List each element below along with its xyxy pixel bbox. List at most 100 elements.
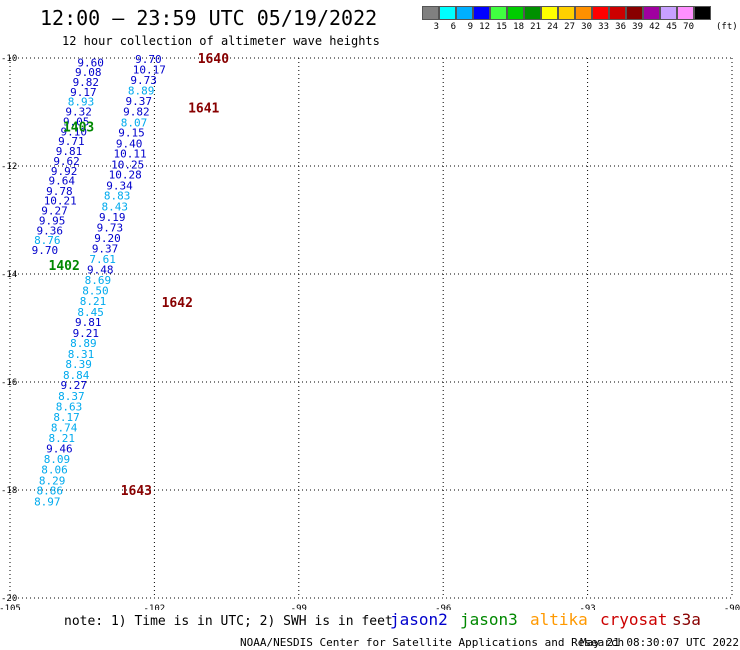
wave-height-value: 9.17 <box>70 86 97 99</box>
wave-height-value: 9.71 <box>58 135 84 148</box>
legend-swatch <box>609 6 626 20</box>
wave-height-value: 9.21 <box>73 327 100 340</box>
wave-height-value: 8.74 <box>51 421 78 434</box>
lat-tick-label: -20 <box>1 594 17 604</box>
wave-height-value: 8.17 <box>53 411 80 424</box>
wave-height-value: 9.81 <box>75 316 102 329</box>
wave-height-value: 9.27 <box>61 379 88 392</box>
wave-height-value: 9.73 <box>130 74 157 87</box>
wave-height-value: 9.82 <box>123 105 150 118</box>
legend-label: 18 <box>513 22 524 32</box>
wave-height-value: 9.27 <box>41 204 68 217</box>
credit: NOAA/NESDIS Center for Satellite Applica… <box>240 636 625 649</box>
color-legend-labels: 3 6 9 12 15 18 21 24 27 30 33 36 39 42 45 70 <box>422 22 711 34</box>
wave-height-value: 9.64 <box>49 175 76 188</box>
legend-label: 12 <box>479 22 490 32</box>
wave-height-value: 8.89 <box>70 337 97 350</box>
legend-label: 33 <box>598 22 609 32</box>
wave-height-value: 10.11 <box>113 148 146 161</box>
wave-height-value: 9.36 <box>36 224 63 237</box>
legend-swatch <box>660 6 677 20</box>
wave-height-value: 8.39 <box>65 358 92 371</box>
wave-height-value: 10.17 <box>133 63 166 76</box>
legend-label: 45 <box>666 22 677 32</box>
legend-label: 3 <box>433 22 439 32</box>
wave-height-value: 8.83 <box>104 190 131 203</box>
wave-height-value: 9.92 <box>51 165 77 178</box>
wave-height-map: -105 -102 -99 -96 -93 -90 -10 -12 -14 -16 -18 -20 9.… <box>0 52 740 610</box>
legend-swatch <box>490 6 507 20</box>
legend-label: 70 <box>683 22 694 32</box>
wave-height-value: 8.86 <box>36 485 63 498</box>
wave-height-value: 8.37 <box>58 390 84 403</box>
sat-altika: altika <box>530 610 588 629</box>
legend-label: 36 <box>615 22 626 32</box>
legend-swatch <box>592 6 609 20</box>
wave-height-value: 9.15 <box>118 127 145 140</box>
wave-height-value: 9.08 <box>75 66 102 79</box>
legend-swatch <box>626 6 643 20</box>
lat-tick-label: -16 <box>1 378 17 388</box>
legend-swatch <box>694 6 711 20</box>
wave-height-value: 9.81 <box>56 145 83 158</box>
wave-height-value: 8.43 <box>101 201 128 214</box>
timestamp: May 21 08:30:07 UTC 2022 <box>580 636 739 649</box>
legend-swatch <box>524 6 541 20</box>
lon-tick-label: -93 <box>579 604 595 610</box>
legend-label: 27 <box>564 22 575 32</box>
wave-height-value: 8.84 <box>63 369 90 382</box>
legend-swatch <box>422 6 439 20</box>
lat-tick-label: -10 <box>1 54 17 64</box>
legend-label: 21 <box>530 22 541 32</box>
lon-tick-label: -90 <box>724 604 740 610</box>
wave-height-value: 9.82 <box>73 76 100 89</box>
wave-height-value: 9.34 <box>106 179 133 192</box>
wave-height-value: 8.89 <box>128 84 155 97</box>
wave-height-value: 8.29 <box>39 474 66 487</box>
lat-tick-label: -12 <box>1 162 17 172</box>
wave-height-value: 8.76 <box>34 234 61 247</box>
legend-swatch <box>456 6 473 20</box>
wave-height-value: 9.70 <box>32 244 59 257</box>
wave-height-value: 8.09 <box>44 453 70 466</box>
sat-s3a: s3a <box>672 610 701 629</box>
lon-tick-label: -102 <box>144 604 166 610</box>
wave-height-value: 8.50 <box>82 285 109 298</box>
sat-jason2: jason2 <box>390 610 448 629</box>
wave-height-value: 9.62 <box>53 155 80 168</box>
legend-label: 42 <box>649 22 660 32</box>
page-subtitle: 12 hour collection of altimeter wave hei… <box>62 34 380 48</box>
wave-height-value: 8.93 <box>68 96 95 109</box>
legend-swatch <box>558 6 575 20</box>
pass-time-label: 1643 <box>121 484 152 499</box>
footer-note: note: 1) Time is in UTC; 2) SWH is in fe… <box>64 614 393 629</box>
legend-label: 6 <box>450 22 456 32</box>
legend-swatch <box>643 6 660 20</box>
wave-height-value: 8.07 <box>121 116 148 129</box>
color-legend <box>422 6 711 20</box>
pass-time-label: 1642 <box>162 296 193 311</box>
wave-height-value: 9.73 <box>97 222 124 235</box>
wave-height-value: 9.60 <box>77 56 104 69</box>
legend-label: 24 <box>547 22 558 32</box>
sat-cryosat: cryosat <box>600 610 668 629</box>
legend-label: 9 <box>467 22 473 32</box>
wave-height-value: 8.69 <box>85 274 112 287</box>
legend-label: 15 <box>496 22 507 32</box>
wave-height-value: 9.70 <box>135 53 162 66</box>
legend-unit: (ft) <box>716 22 738 32</box>
wave-height-value: 8.21 <box>80 295 107 308</box>
wave-height-value: 9.32 <box>65 105 92 118</box>
legend-swatch <box>575 6 592 20</box>
wave-height-value: 7.61 <box>89 253 116 266</box>
lat-tick-label: -18 <box>1 486 17 496</box>
legend-label: 39 <box>632 22 643 32</box>
wave-height-value: 9.46 <box>46 442 73 455</box>
wave-height-value: 9.10 <box>61 125 88 138</box>
wave-height-value: 9.05 <box>63 116 90 129</box>
wave-height-value: 9.37 <box>126 95 152 108</box>
wave-height-value: 9.37 <box>92 243 119 256</box>
wave-height-value: 8.21 <box>49 432 76 445</box>
wave-height-value: 9.95 <box>39 215 66 228</box>
wave-height-value: 9.48 <box>87 264 114 277</box>
